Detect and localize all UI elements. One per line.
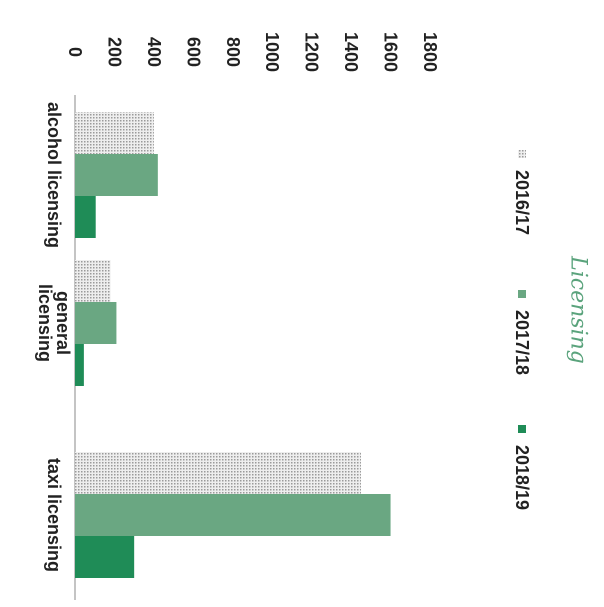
bar-2018-19-2 <box>75 536 135 578</box>
value-tick-label: 600 <box>183 37 203 67</box>
bar-2016-17-2 <box>75 452 361 494</box>
value-tick-label: 400 <box>144 37 164 67</box>
bar-2016-17-1 <box>75 260 111 302</box>
value-tick-label: 800 <box>223 37 243 67</box>
legend-swatch-2018-19 <box>518 425 526 433</box>
bar-2017-18-2 <box>75 494 391 536</box>
bar-2016-17-0 <box>75 112 154 154</box>
bar-2018-19-1 <box>75 344 84 386</box>
legend-swatch-2016-17 <box>518 150 526 158</box>
value-tick-label: 1000 <box>262 32 282 72</box>
value-tick-label: 0 <box>65 47 85 57</box>
value-tick-label: 1400 <box>341 32 361 72</box>
category-label: generallicensing <box>35 284 73 362</box>
bar-2017-18-0 <box>75 154 158 196</box>
legend-label-2017-18: 2017/18 <box>512 310 532 375</box>
value-tick-label: 1600 <box>381 32 401 72</box>
value-tick-label: 1800 <box>420 32 440 72</box>
category-label: taxi licensing <box>44 458 64 572</box>
legend-label-2016-17: 2016/17 <box>512 170 532 235</box>
chart-title: Licensing <box>566 255 591 364</box>
value-tick-label: 200 <box>104 37 124 67</box>
value-tick-label: 1200 <box>302 32 322 72</box>
bar-2018-19-0 <box>75 196 96 238</box>
legend-label-2018-19: 2018/19 <box>512 445 532 510</box>
legend-swatch-2017-18 <box>518 290 526 298</box>
chart-plot-area: 0 200 400 600 800 1000 1200 1400 1600 1800 alcohol… <box>35 32 591 600</box>
bar-2017-18-1 <box>75 302 117 344</box>
category-label: alcohol licensing <box>44 102 64 248</box>
